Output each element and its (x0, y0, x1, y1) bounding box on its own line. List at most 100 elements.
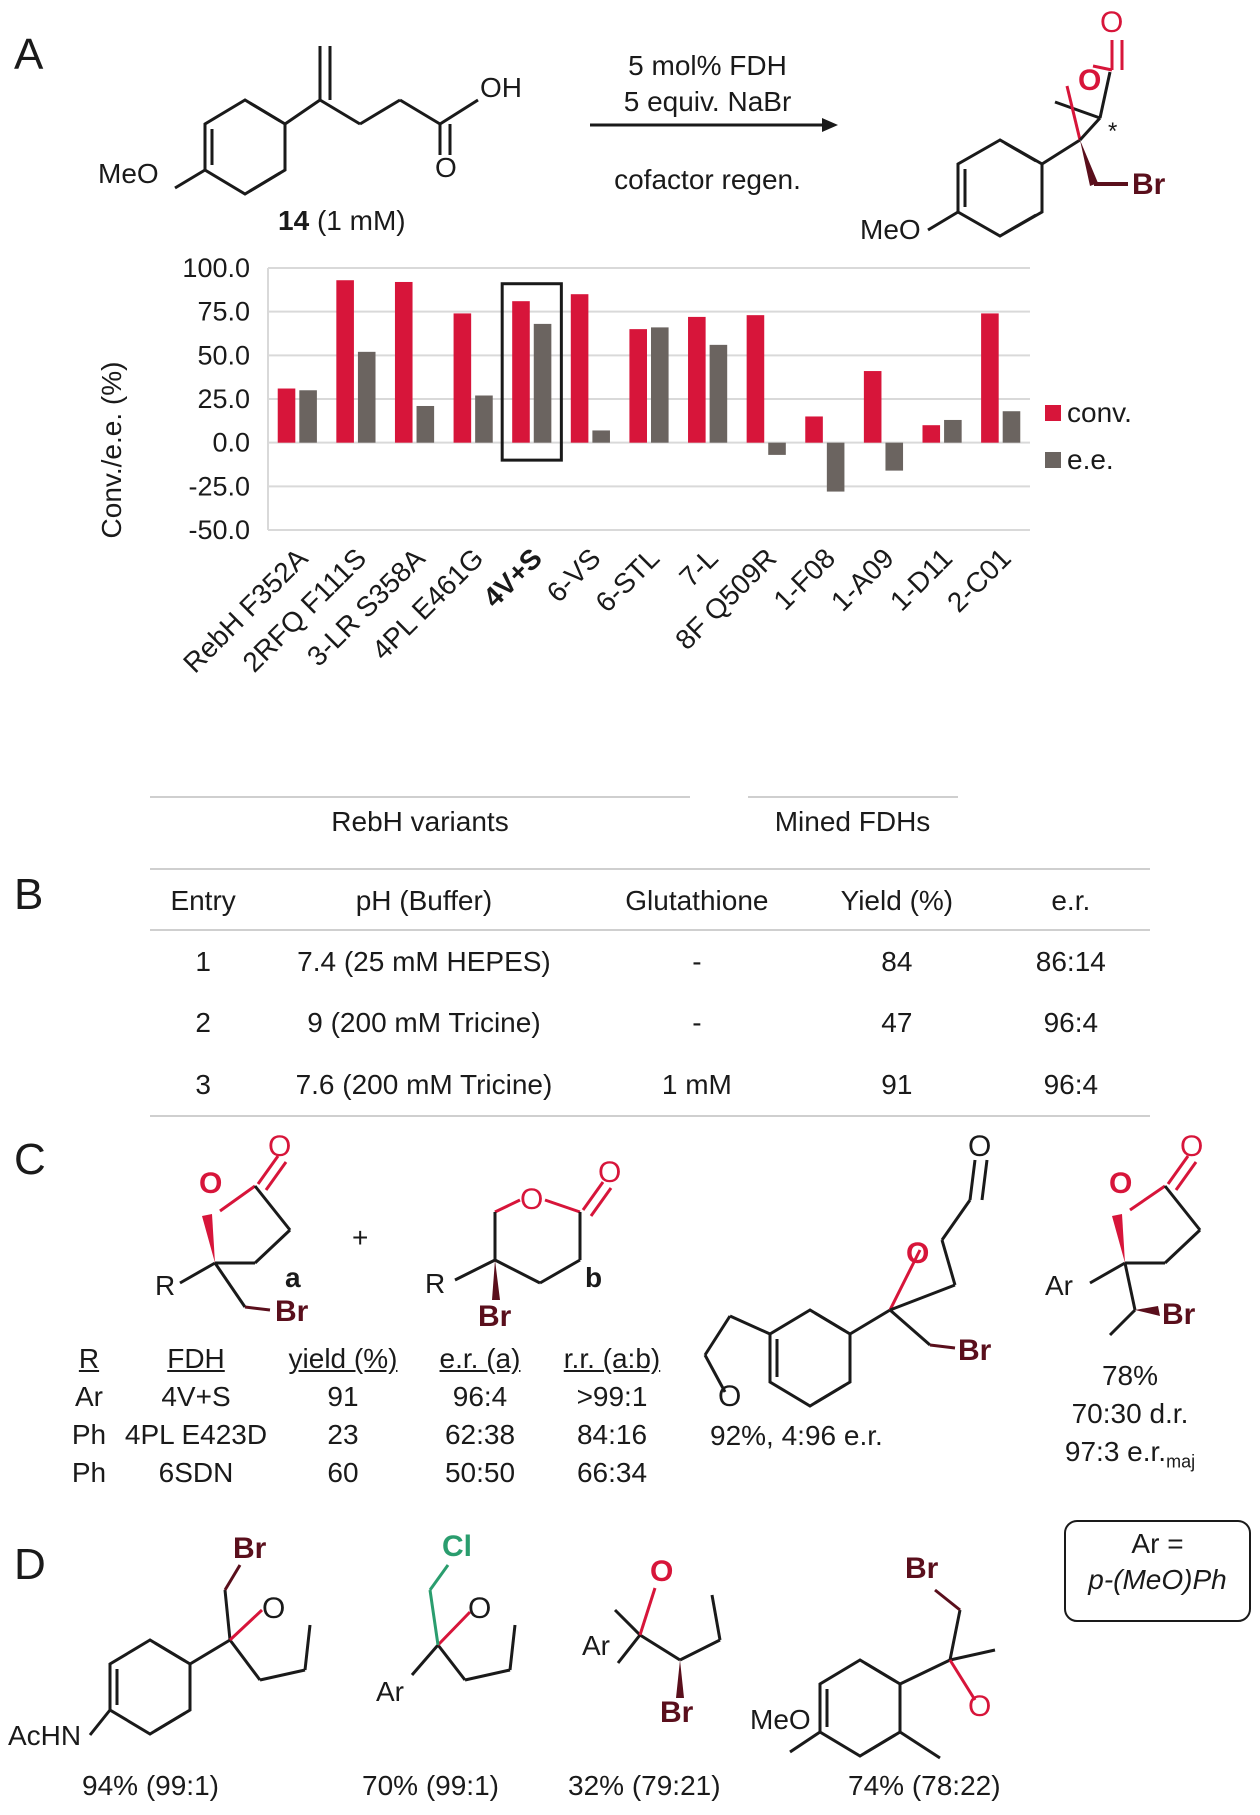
bar-conv (688, 316, 706, 443)
arrow-head (822, 118, 838, 132)
th-er: e.r. (1051, 884, 1091, 916)
cell-yield: 91 (881, 1068, 913, 1100)
bar-conv (570, 294, 589, 443)
rcell-er: 96:4 (452, 1381, 508, 1412)
rth-rr: r.r. (a:b) (563, 1343, 661, 1374)
y-tick-label: 50.0 (197, 340, 250, 370)
bar-ee (1002, 411, 1021, 443)
me-caption-er-sub: maj (1166, 1451, 1196, 1472)
legend-conv-label: conv. (1067, 397, 1132, 428)
d1-achn-label: AcHN (8, 1720, 82, 1751)
b-br-label: Br (478, 1300, 512, 1333)
group-line-rebh (150, 796, 690, 798)
bar-conv (922, 425, 941, 443)
group-line-mined (748, 796, 958, 798)
y-tick-label: 0.0 (212, 428, 250, 458)
cell-er: 86:14 (1035, 945, 1106, 977)
bar-ee (944, 419, 962, 443)
x-tick-label: 4V+S (477, 542, 548, 613)
ar-definition-line2: p-(MeO)Ph (1088, 1564, 1227, 1595)
d1-o-label: O (262, 1592, 286, 1625)
bf-caption: 92%, 4:96 e.r. (710, 1420, 883, 1451)
cell-ph: 9 (200 mM Tricine) (307, 1007, 541, 1038)
cell-ph: 7.4 (25 mM HEPES) (297, 945, 551, 977)
a-ring-o: O (199, 1167, 223, 1200)
reagent-nabr: 5 equiv. NaBr (623, 86, 792, 117)
rcell-yield: 23 (327, 1419, 359, 1450)
d1-benzene-ring (108, 1638, 192, 1736)
bar-conv (394, 281, 413, 443)
a-br-label: Br (275, 1295, 309, 1328)
d3-caption: 32% (79:21) (568, 1770, 721, 1801)
d3-o-label: O (650, 1555, 674, 1588)
th-glutathione: Glutathione (625, 884, 769, 916)
d4-br-label: Br (905, 1552, 939, 1585)
bar-ee (357, 351, 376, 443)
me-caption: 78% 70:30 d.r. 97:3 e.r.maj (1030, 1357, 1230, 1481)
group-label-rebh: RebH variants (331, 806, 509, 837)
bar-ee (651, 327, 669, 443)
conditions-table: Entry pH (Buffer) Glutathione Yield (%) … (150, 872, 1150, 1117)
bar-ee (709, 344, 728, 443)
b-tag: b (585, 1262, 603, 1293)
bar-conv (453, 313, 472, 443)
pd-meo-label: MeO (860, 214, 921, 245)
x-tick-label: 1-F08 (767, 542, 841, 616)
pd-benzene-ring (956, 138, 1044, 238)
d4-benzene-ring (818, 1658, 902, 1758)
cell-yield: 47 (881, 1007, 913, 1038)
d4-meo-label: MeO (750, 1704, 811, 1735)
y-tick-label: -50.0 (188, 515, 250, 545)
me-caption-yield: 78% (1101, 1360, 1159, 1391)
cell-entry: 3 (195, 1068, 211, 1100)
ar-definition-box (1064, 1520, 1251, 1622)
legend-ee-swatch (1045, 452, 1061, 468)
bar-ee (475, 395, 493, 443)
regio-header-row: R FDH yield (%) e.r. (a) r.r. (a:b) (58, 1340, 678, 1378)
a-r-label: R (155, 1270, 176, 1301)
sm-benzene-ring (203, 98, 287, 196)
table-row: 3 7.6 (200 mM Tricine) 1 mM 91 96:4 (150, 1054, 1150, 1116)
d2-ar-label: Ar (376, 1676, 404, 1707)
bar-ee (826, 442, 845, 492)
regio-row: Ar 4V+S 91 96:4 >99:1 (58, 1378, 678, 1416)
d1-br-label: Br (233, 1532, 267, 1565)
panel-d-structures (88, 1520, 1251, 1760)
d2-o-label: O (468, 1592, 492, 1625)
bar-conv (512, 301, 530, 443)
b-ring-o: O (520, 1183, 544, 1216)
b-r-label: R (425, 1268, 446, 1299)
rth-fdh: FDH (167, 1343, 225, 1374)
rth-er: e.r. (a) (439, 1343, 521, 1374)
rcell-r: Ar (75, 1381, 103, 1412)
legend-conv: conv. (1045, 397, 1132, 429)
me-ring-o: O (1109, 1167, 1133, 1200)
rcell-rr: 84:16 (576, 1419, 648, 1450)
d4-caption: 74% (78:22) (848, 1770, 1001, 1801)
cell-glutathione: - (692, 945, 702, 977)
bar-conv (805, 416, 823, 443)
legend-conv-swatch (1045, 405, 1061, 421)
y-tick-label: 25.0 (197, 384, 250, 414)
me-br-label: Br (1162, 1298, 1196, 1331)
bar-ee (416, 405, 435, 443)
rcell-yield: 60 (327, 1457, 359, 1488)
compound-number: 14 (278, 205, 310, 236)
regio-row: Ph 6SDN 60 50:50 66:34 (58, 1454, 678, 1492)
table-row: 1 7.4 (25 mM HEPES) - 84 86:14 (150, 930, 1150, 992)
bar-conv (746, 315, 765, 443)
d3-ar-label: Ar (582, 1630, 610, 1661)
panel-label-d: D (14, 1540, 46, 1589)
b-carbonyl-o: O (598, 1156, 622, 1189)
cell-entry: 2 (195, 1007, 211, 1038)
a-tag: a (285, 1262, 301, 1293)
chart-ylabel-wrap: Conv./e.e. (%) (92, 320, 132, 580)
d2-cl-label: Cl (442, 1530, 472, 1563)
me-caption-er: 97:3 e.r.maj (1030, 1433, 1230, 1481)
bar-conv (336, 280, 354, 443)
table-row: 2 9 (200 mM Tricine) - 47 96:4 (150, 992, 1150, 1054)
rth-r: R (78, 1343, 100, 1374)
panel-label-a: A (14, 30, 44, 79)
y-tick-label: 75.0 (197, 297, 250, 327)
a-carbonyl-o: O (268, 1130, 292, 1163)
